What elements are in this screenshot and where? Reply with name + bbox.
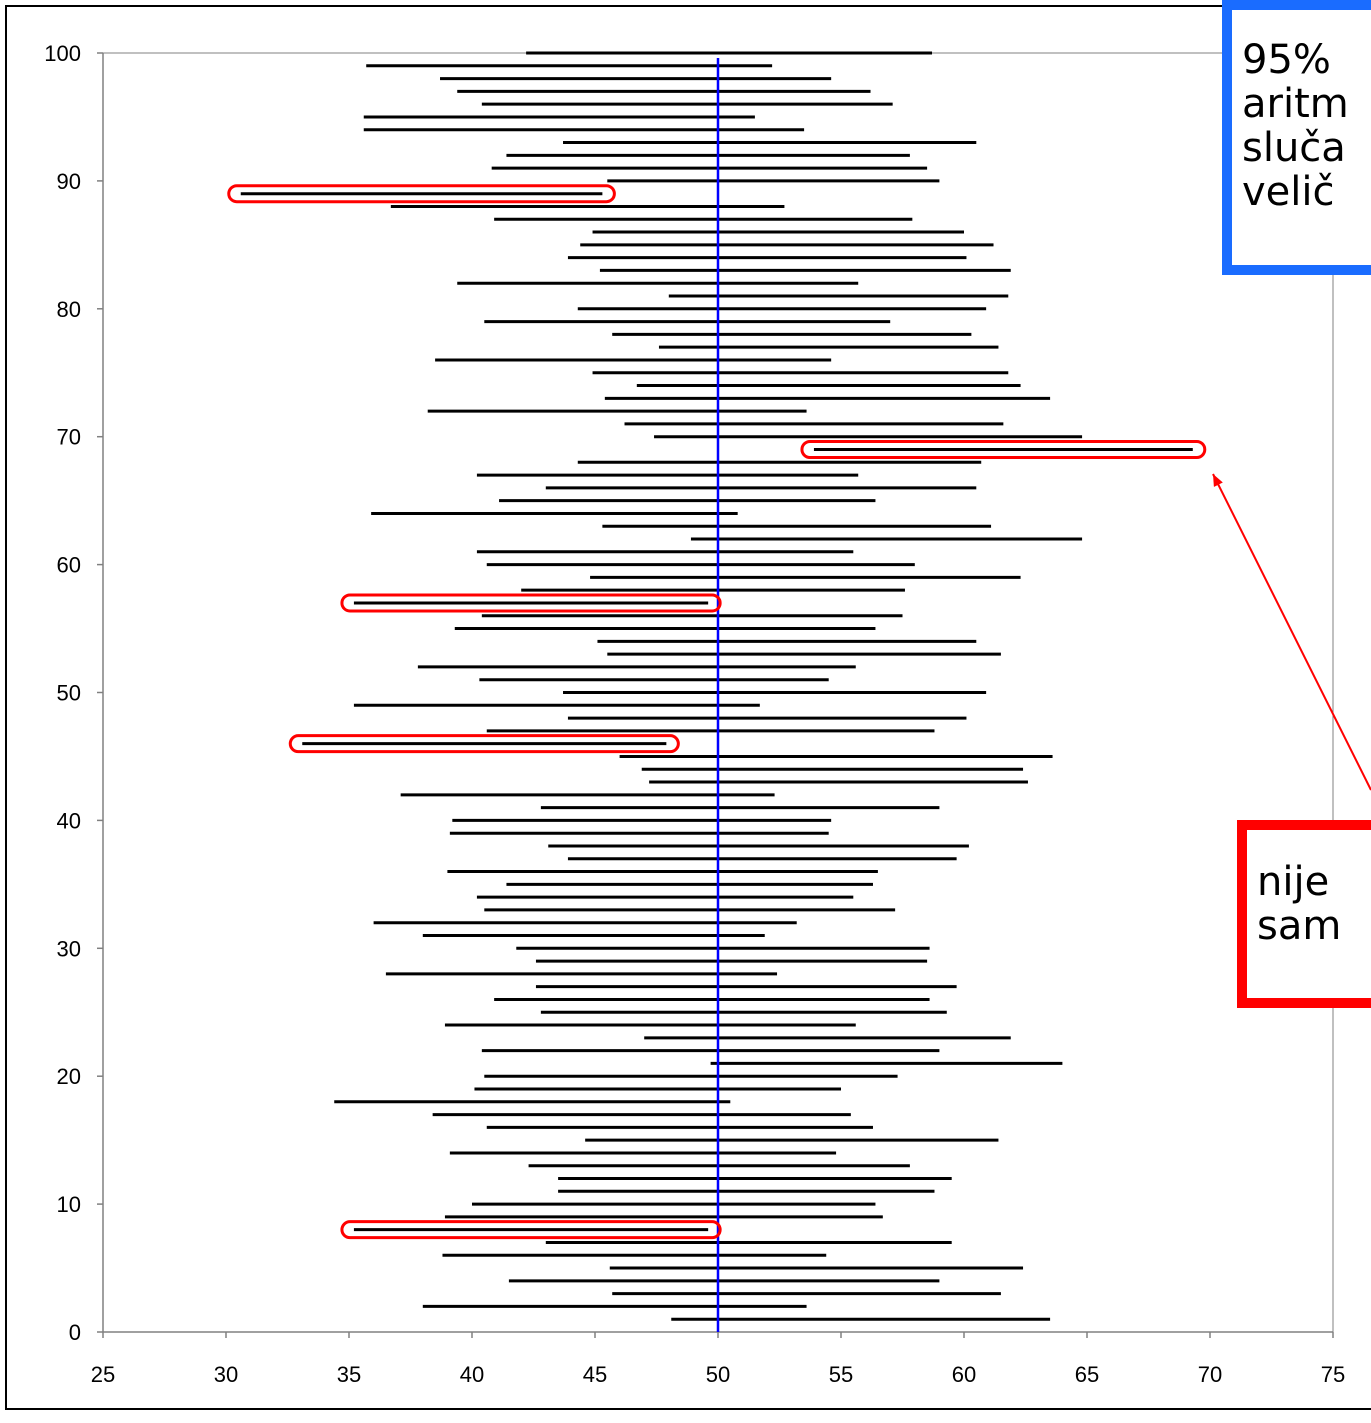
x-tick-label: 75 [1321, 1362, 1345, 1387]
highlight-box-89 [227, 184, 616, 204]
highlight-box-46 [288, 734, 680, 754]
y-tick-label: 0 [69, 1320, 81, 1345]
figure-frame [5, 5, 1371, 1410]
x-tick-label: 70 [1198, 1362, 1222, 1387]
y-tick-label: 30 [57, 936, 81, 961]
y-tick-label: 80 [57, 297, 81, 322]
highlight-box-57 [340, 593, 722, 613]
tick-labels: 0 10 20 30 40 50 60 70 80 90 100 25 30 35 40 45 50 55 60 65… [44, 41, 1345, 1387]
x-tick-label: 30 [214, 1362, 238, 1387]
x-tick-label: 35 [337, 1362, 361, 1387]
interval-series [240, 51, 1193, 1321]
x-tick-label: 45 [583, 1362, 607, 1387]
highlight-box-8 [340, 1220, 722, 1240]
y-tick-label: 40 [57, 808, 81, 833]
highlight-group [227, 184, 1207, 1240]
y-tick-label: 100 [44, 41, 81, 66]
y-tick-label: 20 [57, 1064, 81, 1089]
y-tick-label: 70 [57, 425, 81, 450]
miss-callout-box: nije sam [1237, 820, 1371, 1008]
callout-arrow [1212, 473, 1371, 791]
x-tick-label: 50 [706, 1362, 730, 1387]
y-tick-label: 90 [57, 169, 81, 194]
x-tick-label: 65 [1075, 1362, 1099, 1387]
x-tick-label: 55 [829, 1362, 853, 1387]
y-tick-label: 50 [57, 681, 81, 706]
x-tick-label: 25 [91, 1362, 115, 1387]
y-tick-label: 10 [57, 1192, 81, 1217]
x-tick-label: 60 [952, 1362, 976, 1387]
info-callout-box: 95% aritm sluča velič [1222, 0, 1371, 275]
x-tick-label: 40 [460, 1362, 484, 1387]
y-tick-label: 60 [57, 553, 81, 578]
highlight-box-69 [800, 439, 1207, 459]
